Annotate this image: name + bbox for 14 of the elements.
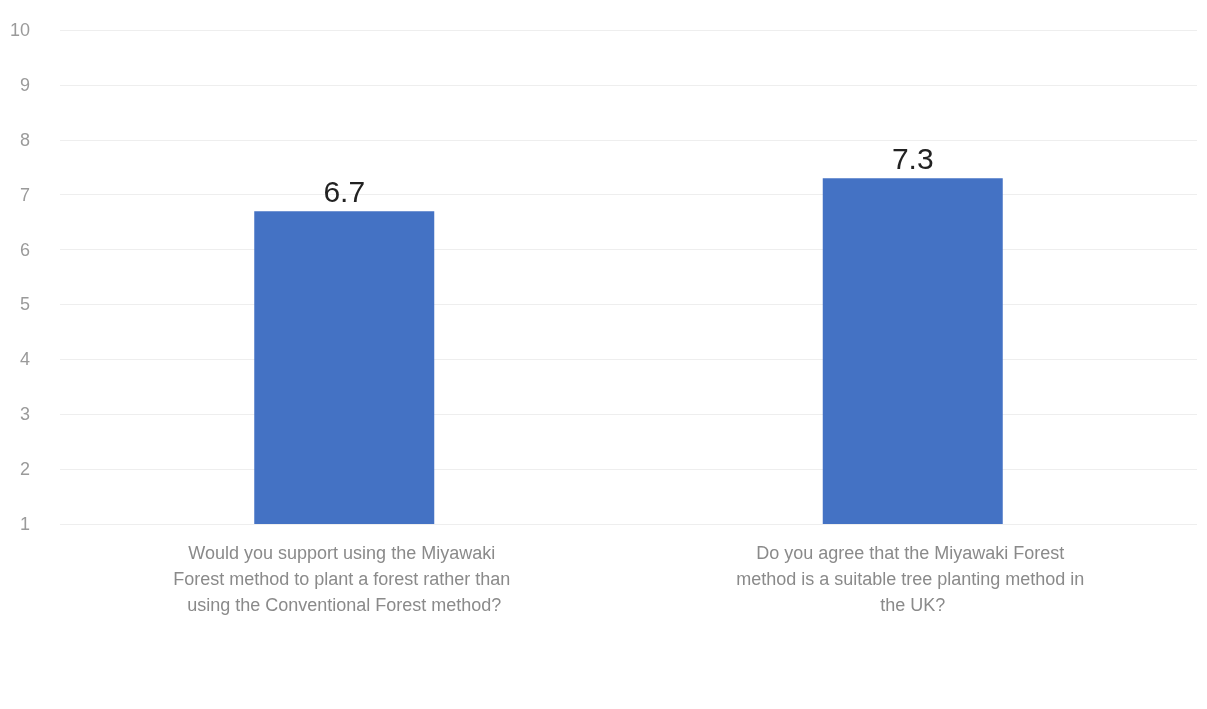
data-label: 6.7 [323,174,366,208]
x-tick-label: Would you support using the Miyawaki Forest method to plant a forest rather than using the Conventional Forest method? [173,543,516,615]
y-tick-label: 6 [19,239,30,260]
y-tick-label: 7 [19,184,30,205]
y-tick-label: 8 [19,129,30,150]
x-tick-label: Do you agree that the Miyawaki Forest method is a suitable tree planting method in the UK? [736,543,1090,615]
y-tick-label: 4 [19,349,30,370]
data-label: 7.3 [891,141,934,175]
y-tick-label: 10 [9,20,30,40]
y-tick-label: 3 [19,404,30,425]
y-tick-label: 5 [19,294,30,315]
y-tick-label: 1 [19,514,30,534]
y-tick-label: 2 [19,459,30,480]
y-tick-label: 9 [19,74,30,95]
